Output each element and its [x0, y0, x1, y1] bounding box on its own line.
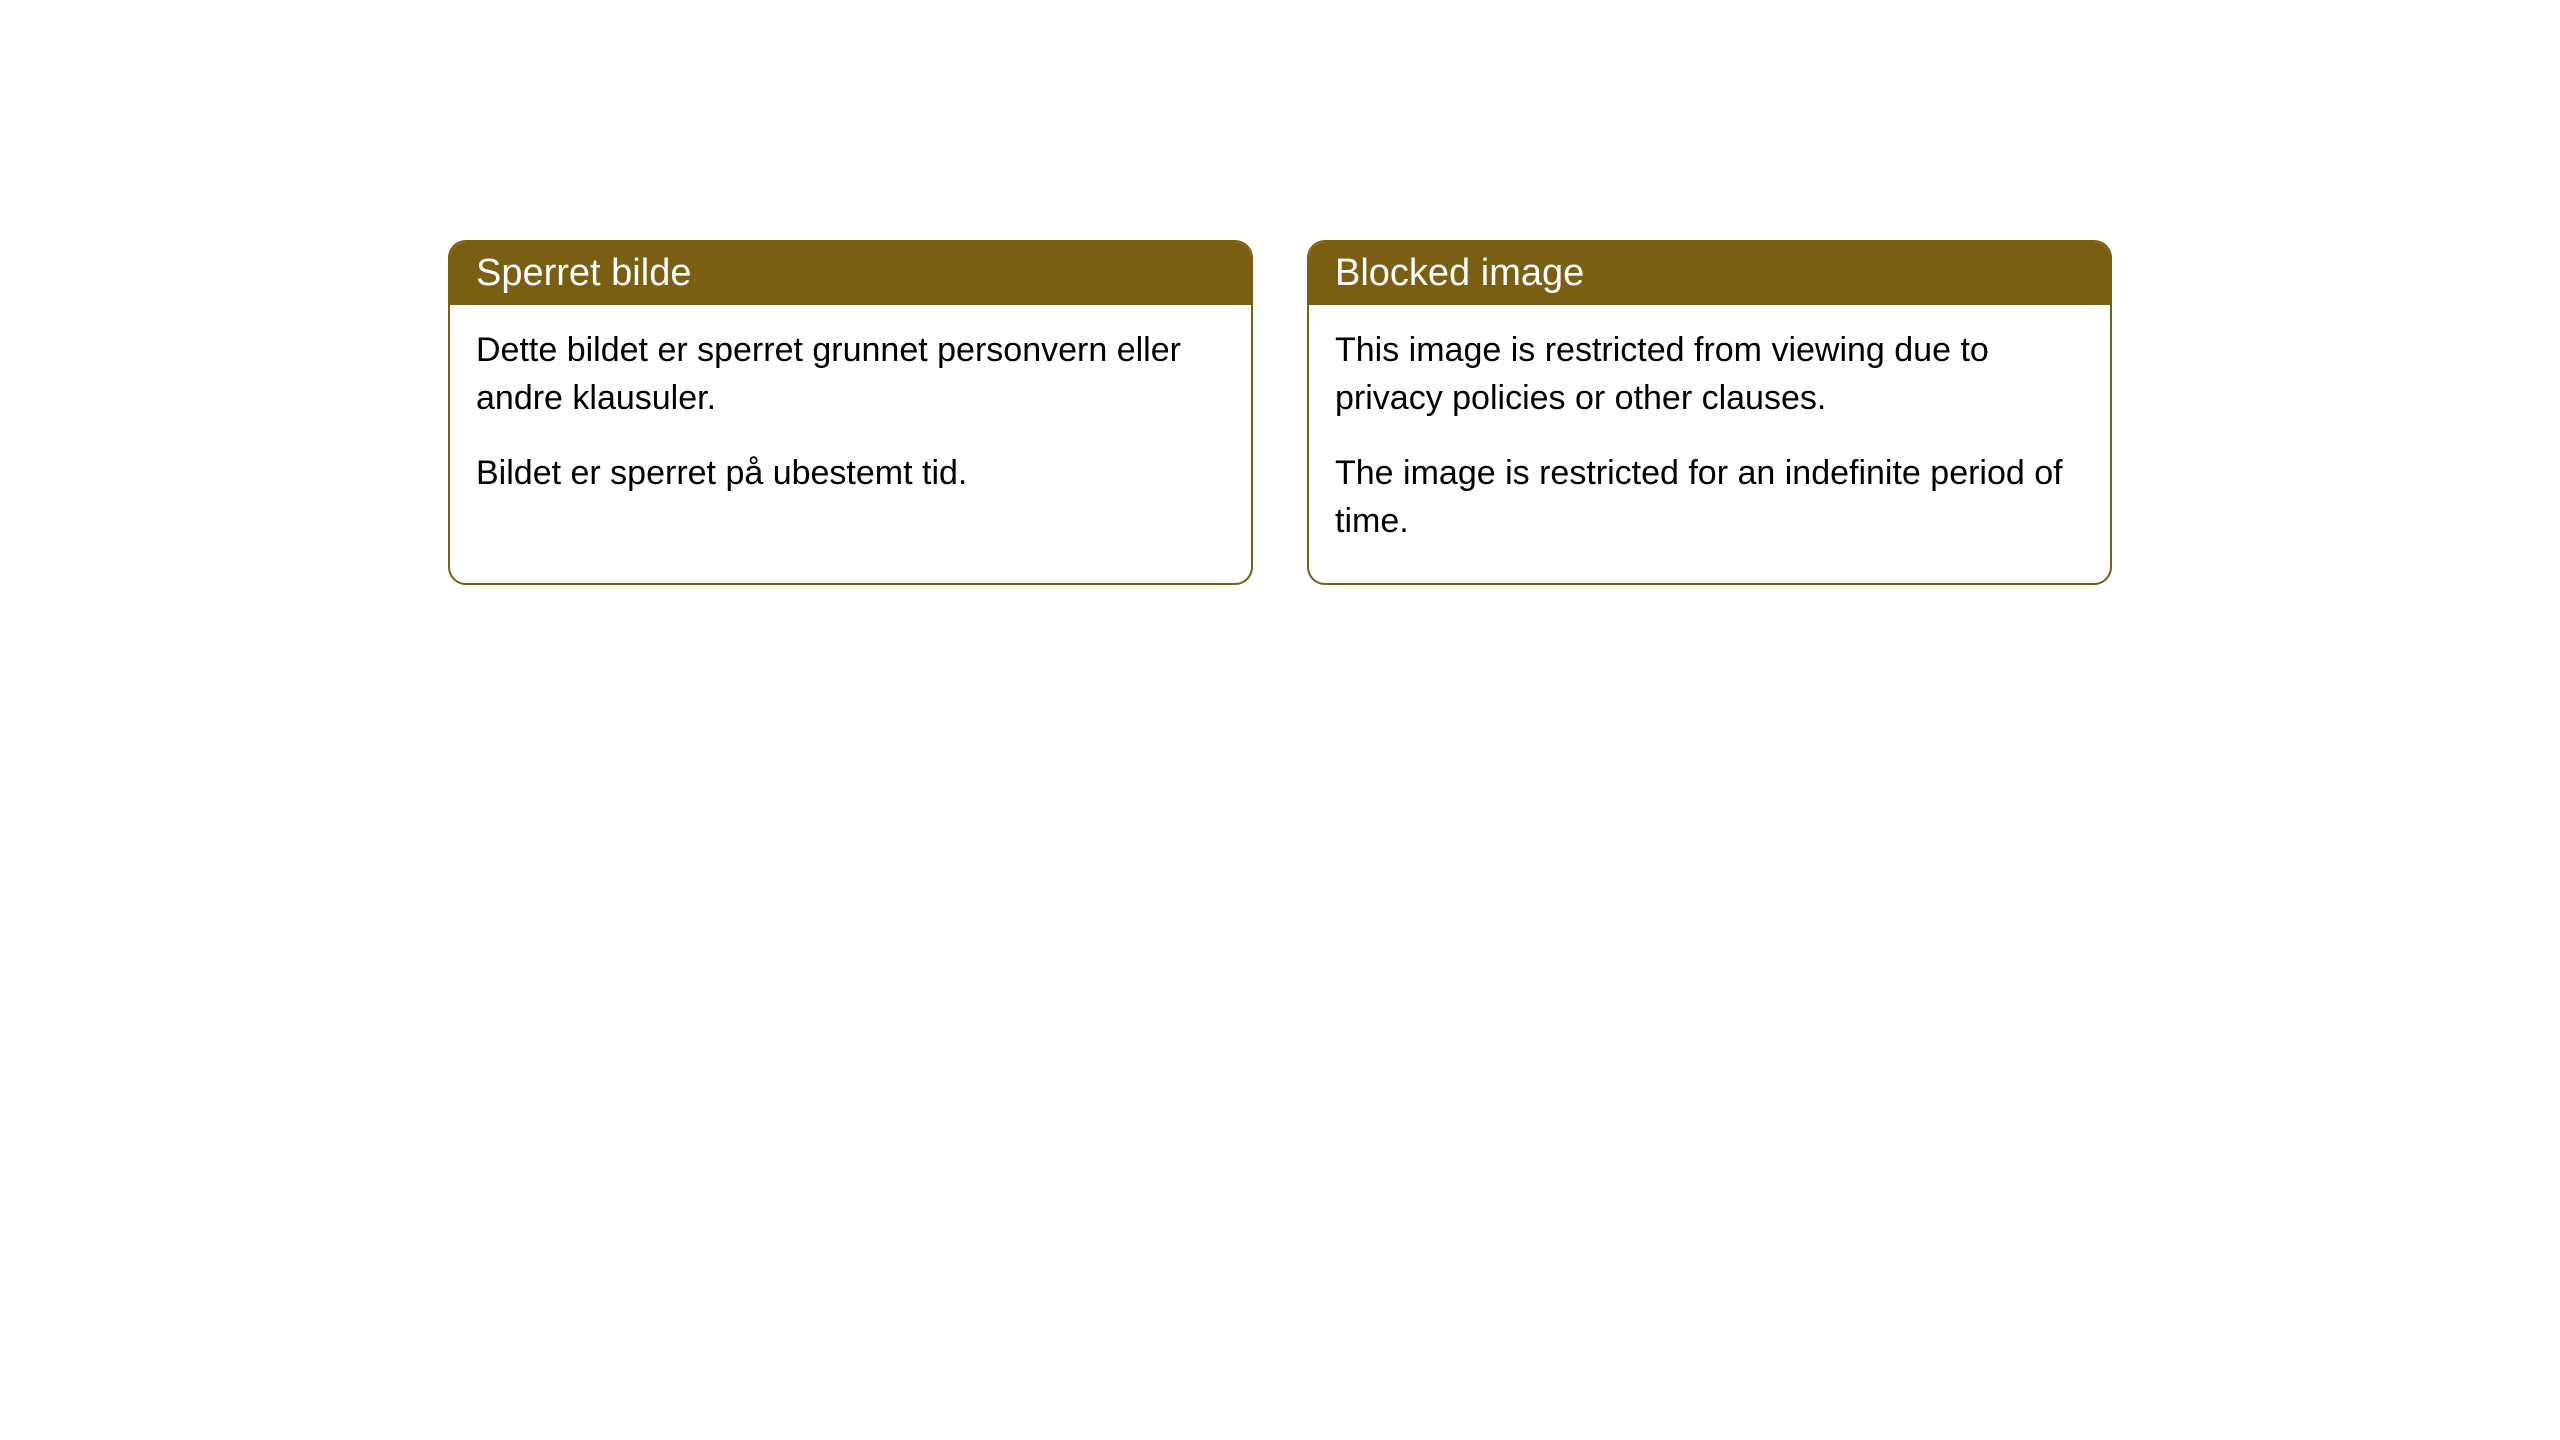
- card-paragraph: Bildet er sperret på ubestemt tid.: [476, 450, 1225, 498]
- card-title-english: Blocked image: [1335, 252, 1584, 294]
- card-title-norwegian: Sperret bilde: [476, 252, 691, 294]
- card-header-norwegian: Sperret bilde: [450, 242, 1251, 305]
- card-paragraph: The image is restricted for an indefinit…: [1335, 450, 2084, 545]
- card-body-norwegian: Dette bildet er sperret grunnet personve…: [450, 305, 1251, 536]
- notice-card-english: Blocked image This image is restricted f…: [1307, 240, 2112, 585]
- notice-cards-container: Sperret bilde Dette bildet er sperret gr…: [448, 240, 2112, 585]
- card-paragraph: This image is restricted from viewing du…: [1335, 327, 2084, 422]
- card-header-english: Blocked image: [1309, 242, 2110, 305]
- card-paragraph: Dette bildet er sperret grunnet personve…: [476, 327, 1225, 422]
- notice-card-norwegian: Sperret bilde Dette bildet er sperret gr…: [448, 240, 1253, 585]
- card-body-english: This image is restricted from viewing du…: [1309, 305, 2110, 583]
